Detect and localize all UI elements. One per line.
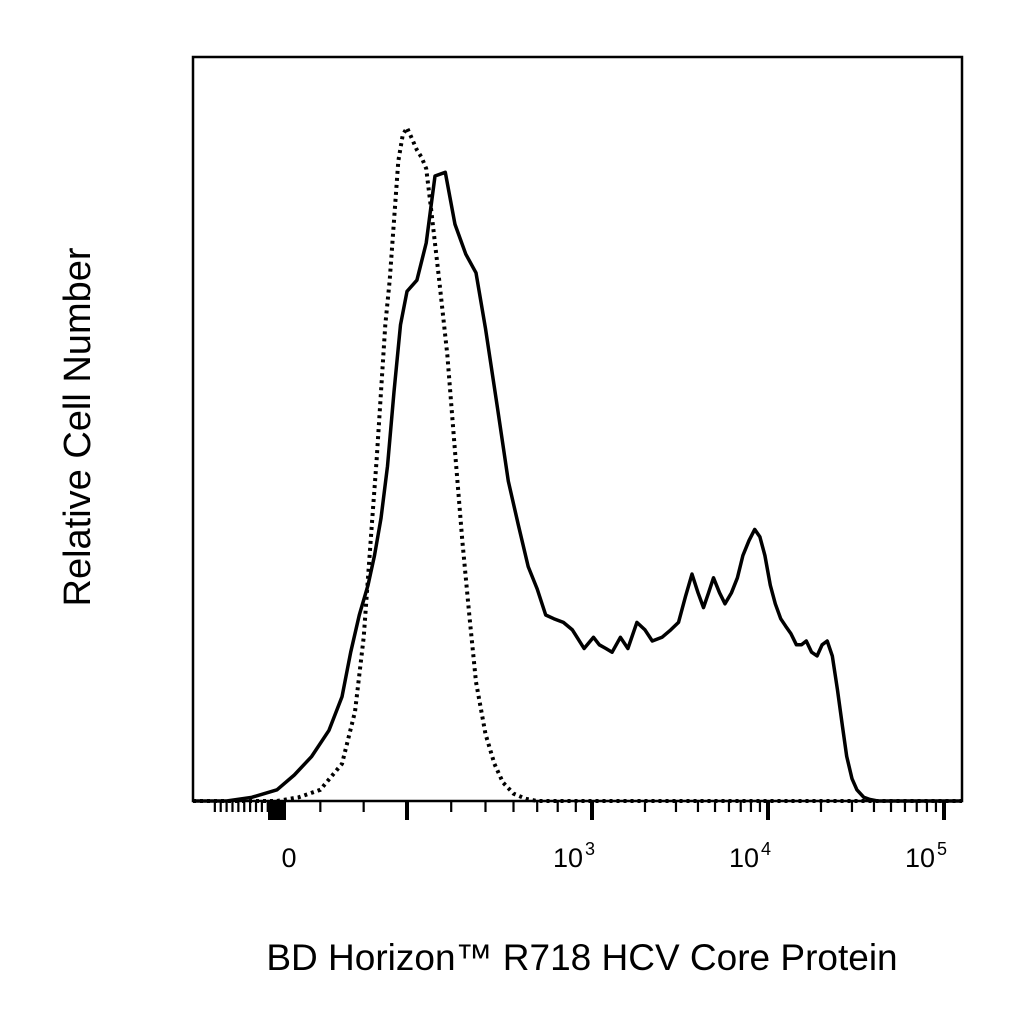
plot-frame <box>191 55 964 803</box>
series-dotted-histogram <box>193 125 962 803</box>
x-tick-label-2: 10 4 <box>729 839 771 873</box>
series-solid-histogram <box>193 170 962 803</box>
x-axis-label: BD Horizon™ R718 HCV Core Protein <box>266 937 897 978</box>
x-tick-label-0: 0 <box>281 843 296 873</box>
x-tick-label-3: 10 5 <box>905 839 947 873</box>
y-axis-label: Relative Cell Number <box>57 247 99 606</box>
zero-marker <box>268 801 286 820</box>
x-axis-major-ticks <box>275 801 946 820</box>
x-axis-tick-labels: 0 10 3 10 4 10 5 <box>281 839 947 873</box>
x-tick-label-1: 10 3 <box>553 839 595 873</box>
